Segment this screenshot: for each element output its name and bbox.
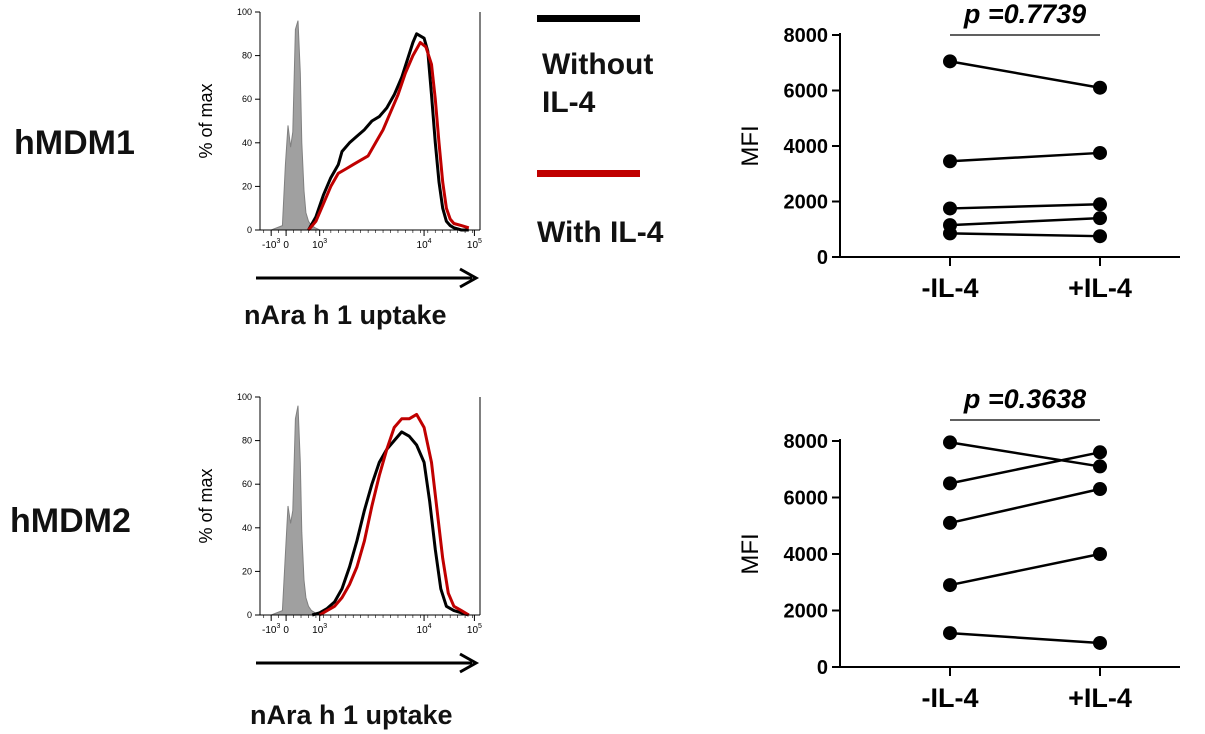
paired-plot-ytick-label: 6000 (784, 488, 829, 510)
histogram-series-isotype (271, 405, 320, 616)
paired-plot-point-plus-il4 (1093, 445, 1107, 460)
paired-plot-pair-line (949, 631, 1101, 645)
histogram-arrow-head (459, 267, 480, 289)
histogram-xtick-label: 0 (283, 240, 289, 251)
paired-plot-ytick-label: 0 (817, 657, 828, 679)
histogram-ytick-label: 0 (247, 610, 252, 620)
paired-plot-point-plus-il4 (1093, 482, 1107, 497)
legend-label-with-il4: With IL-4 (537, 216, 664, 249)
paired-plot-ytick-label: 2000 (784, 192, 829, 214)
histogram-xlabel-hmdm1: nAra h 1 uptake (244, 300, 447, 330)
paired-plot-title: p =0.3638 (963, 384, 1086, 414)
paired-plot-ytick-label: 4000 (784, 544, 829, 566)
histogram-arrow-head (459, 652, 480, 674)
histogram-series-with-il4 (307, 41, 470, 231)
legend-line-with-il4 (537, 170, 640, 177)
paired-plot-ylabel: MFI (737, 533, 764, 574)
histogram-ytick-label: 40 (242, 138, 252, 148)
paired-plot-point-plus-il4 (1093, 229, 1107, 244)
paired-plot-point-minus-il4 (943, 154, 957, 169)
paired-plot-category-label: +IL-4 (1068, 273, 1132, 303)
paired-plot-pair-line (949, 203, 1101, 210)
paired-plot-point-plus-il4 (1093, 197, 1107, 212)
histogram-ytick-label: 20 (242, 566, 252, 576)
paired-plot-point-minus-il4 (943, 626, 957, 641)
paired-plot-pair-line (949, 60, 1101, 89)
paired-plot-pair-line (949, 451, 1101, 485)
paired-plot-pair-line (949, 151, 1101, 163)
paired-plot-point-plus-il4 (1093, 80, 1107, 95)
paired-plot-ytick-label: 6000 (784, 81, 829, 103)
legend-label-without-il4: Without IL-4 (542, 46, 653, 122)
histogram-xtick-label: 103 (312, 238, 327, 251)
histogram-xtick-label: 104 (417, 623, 432, 636)
paired-plot-category-label: -IL-4 (922, 273, 979, 303)
paired-plot-point-minus-il4 (943, 435, 957, 450)
histogram-ylabel: % of max (196, 468, 216, 543)
paired-plot-point-minus-il4 (943, 476, 957, 491)
histogram-xlabel-hmdm2: nAra h 1 uptake (250, 700, 453, 730)
paired-plot-point-plus-il4 (1093, 459, 1107, 474)
paired-plot-hmdm2: p =0.3638 MFI 0 2000 4000 6000 8000 -IL-4 +IL-4 (737, 384, 1180, 713)
paired-plot-pair-line (949, 441, 1101, 468)
histogram-series-without-il4 (307, 32, 469, 232)
paired-plot-ytick-label: 0 (817, 247, 828, 269)
histogram-xtick-label: 105 (467, 623, 482, 636)
histogram-series-with-il4 (318, 412, 470, 617)
paired-plot-pair-line (949, 216, 1101, 227)
paired-plot-point-plus-il4 (1093, 145, 1107, 160)
histogram-xtick-label: 104 (417, 238, 432, 251)
paired-plot-point-minus-il4 (943, 578, 957, 593)
histogram-ytick-label: 80 (242, 436, 252, 446)
histogram-xtick-label: -103 (262, 238, 280, 251)
histogram-series-without-il4 (311, 430, 470, 617)
paired-plot-category-label: -IL-4 (922, 683, 979, 713)
paired-plot-ytick-label: 2000 (784, 601, 829, 623)
histogram-xtick-label: -103 (262, 623, 280, 636)
histogram-ytick-label: 60 (242, 479, 252, 489)
paired-plot-ytick-label: 8000 (784, 431, 829, 453)
histogram-ytick-label: 80 (242, 51, 252, 61)
paired-plot-pair-line (949, 232, 1101, 238)
paired-plot-point-minus-il4 (943, 226, 957, 241)
histogram-ytick-label: 100 (237, 392, 252, 402)
histogram-xtick-label: 0 (283, 625, 289, 636)
paired-plot-pair-line (949, 487, 1101, 525)
histogram-ytick-label: 20 (242, 181, 252, 191)
histogram-series-isotype (271, 20, 320, 231)
legend-label-without-il4-line1: Without (542, 48, 654, 81)
legend-line-without-il4 (537, 15, 640, 22)
histogram-ytick-label: 60 (242, 94, 252, 104)
paired-plot-point-plus-il4 (1093, 547, 1107, 561)
histogram-ytick-label: 40 (242, 523, 252, 533)
paired-plot-title: p =0.7739 (963, 0, 1086, 29)
paired-plot-point-plus-il4 (1093, 211, 1107, 226)
paired-plot-point-minus-il4 (943, 54, 957, 69)
paired-plot-ylabel: MFI (737, 125, 764, 166)
histogram-xtick-label: 103 (312, 623, 327, 636)
paired-plot-ytick-label: 4000 (784, 136, 829, 158)
paired-plot-category-label: +IL-4 (1068, 683, 1132, 713)
histogram-ytick-label: 100 (237, 7, 252, 17)
paired-plot-pair-line (949, 552, 1101, 587)
legend-label-without-il4-line2: IL-4 (542, 86, 596, 119)
paired-plot-hmdm1: p =0.7739 MFI 0 2000 4000 6000 8000 -IL-4 +IL-4 (737, 0, 1180, 303)
paired-plot-point-minus-il4 (943, 515, 957, 530)
paired-plot-ytick-label: 8000 (784, 25, 829, 47)
row-label-hmdm1: hMDM1 (14, 124, 135, 162)
paired-plot-point-minus-il4 (943, 201, 957, 216)
histogram-xtick-label: 105 (467, 238, 482, 251)
histogram-ytick-label: 0 (247, 225, 252, 235)
paired-plot-point-plus-il4 (1093, 635, 1107, 650)
histogram-ylabel: % of max (196, 83, 216, 158)
row-label-hmdm2: hMDM2 (10, 502, 131, 540)
